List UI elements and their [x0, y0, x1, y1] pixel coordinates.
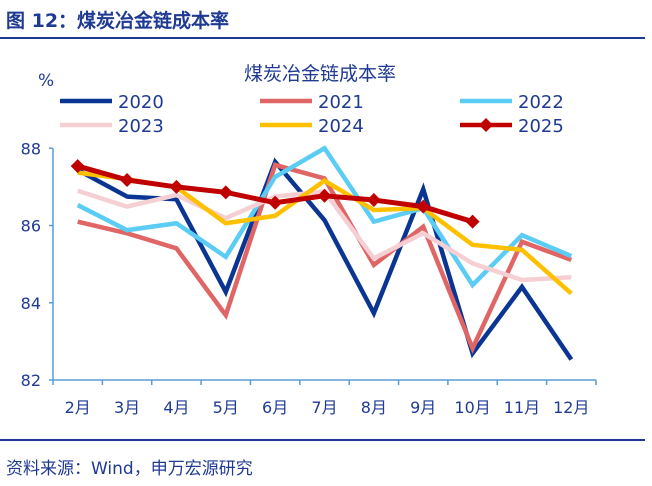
- y-tick-label: 84: [21, 294, 41, 313]
- data-point-diamond: [416, 199, 431, 214]
- legend-label: 2020: [118, 92, 164, 113]
- x-tick-label: 4月: [163, 398, 189, 417]
- legend-label: 2023: [118, 116, 164, 137]
- x-tick-label: 3月: [114, 398, 140, 417]
- legend-item-2025: 2025: [460, 116, 564, 137]
- source-divider: [0, 439, 645, 441]
- series-2025: [70, 159, 480, 229]
- title-divider: [0, 37, 645, 39]
- data-point-diamond: [268, 195, 283, 210]
- y-tick-label: 86: [21, 217, 41, 236]
- legend-item-2020: 2020: [60, 92, 164, 113]
- data-point-diamond: [479, 118, 493, 132]
- series-2023: [76, 188, 572, 283]
- x-tick-label: 12月: [553, 398, 589, 417]
- figure-title: 图 12：煤炭冶金链成本率: [6, 10, 230, 32]
- legend-item-2021: 2021: [260, 92, 364, 113]
- legend-item-2024: 2024: [260, 116, 364, 137]
- y-axis-unit: %: [38, 71, 54, 91]
- x-tick-label: 7月: [311, 398, 337, 417]
- x-tick-label: 6月: [262, 398, 288, 417]
- y-tick-label: 88: [21, 139, 41, 158]
- x-tick-label: 9月: [410, 398, 436, 417]
- legend-item-2023: 2023: [60, 116, 164, 137]
- x-tick-label: 5月: [213, 398, 239, 417]
- legend-label: 2024: [318, 116, 364, 137]
- legend-label: 2025: [518, 116, 564, 137]
- legend-item-2022: 2022: [460, 92, 564, 113]
- data-point-diamond: [317, 188, 332, 203]
- data-point-diamond: [465, 214, 480, 229]
- x-tick-label: 8月: [361, 398, 387, 417]
- legend-label: 2022: [518, 92, 564, 113]
- legend-label: 2021: [318, 92, 364, 113]
- x-tick-label: 2月: [65, 398, 91, 417]
- data-point-diamond: [218, 185, 233, 200]
- data-point-diamond: [120, 172, 135, 187]
- series-line-2023: [76, 188, 572, 283]
- chart-title: 煤炭冶金链成本率: [244, 63, 396, 85]
- x-tick-label: 11月: [504, 398, 540, 417]
- data-point-diamond: [169, 179, 184, 194]
- x-tick-label: 10月: [454, 398, 490, 417]
- data-point-diamond: [70, 159, 85, 174]
- y-tick-label: 82: [21, 371, 41, 390]
- data-point-diamond: [366, 193, 381, 208]
- source-note: 资料来源：Wind，申万宏源研究: [6, 459, 253, 479]
